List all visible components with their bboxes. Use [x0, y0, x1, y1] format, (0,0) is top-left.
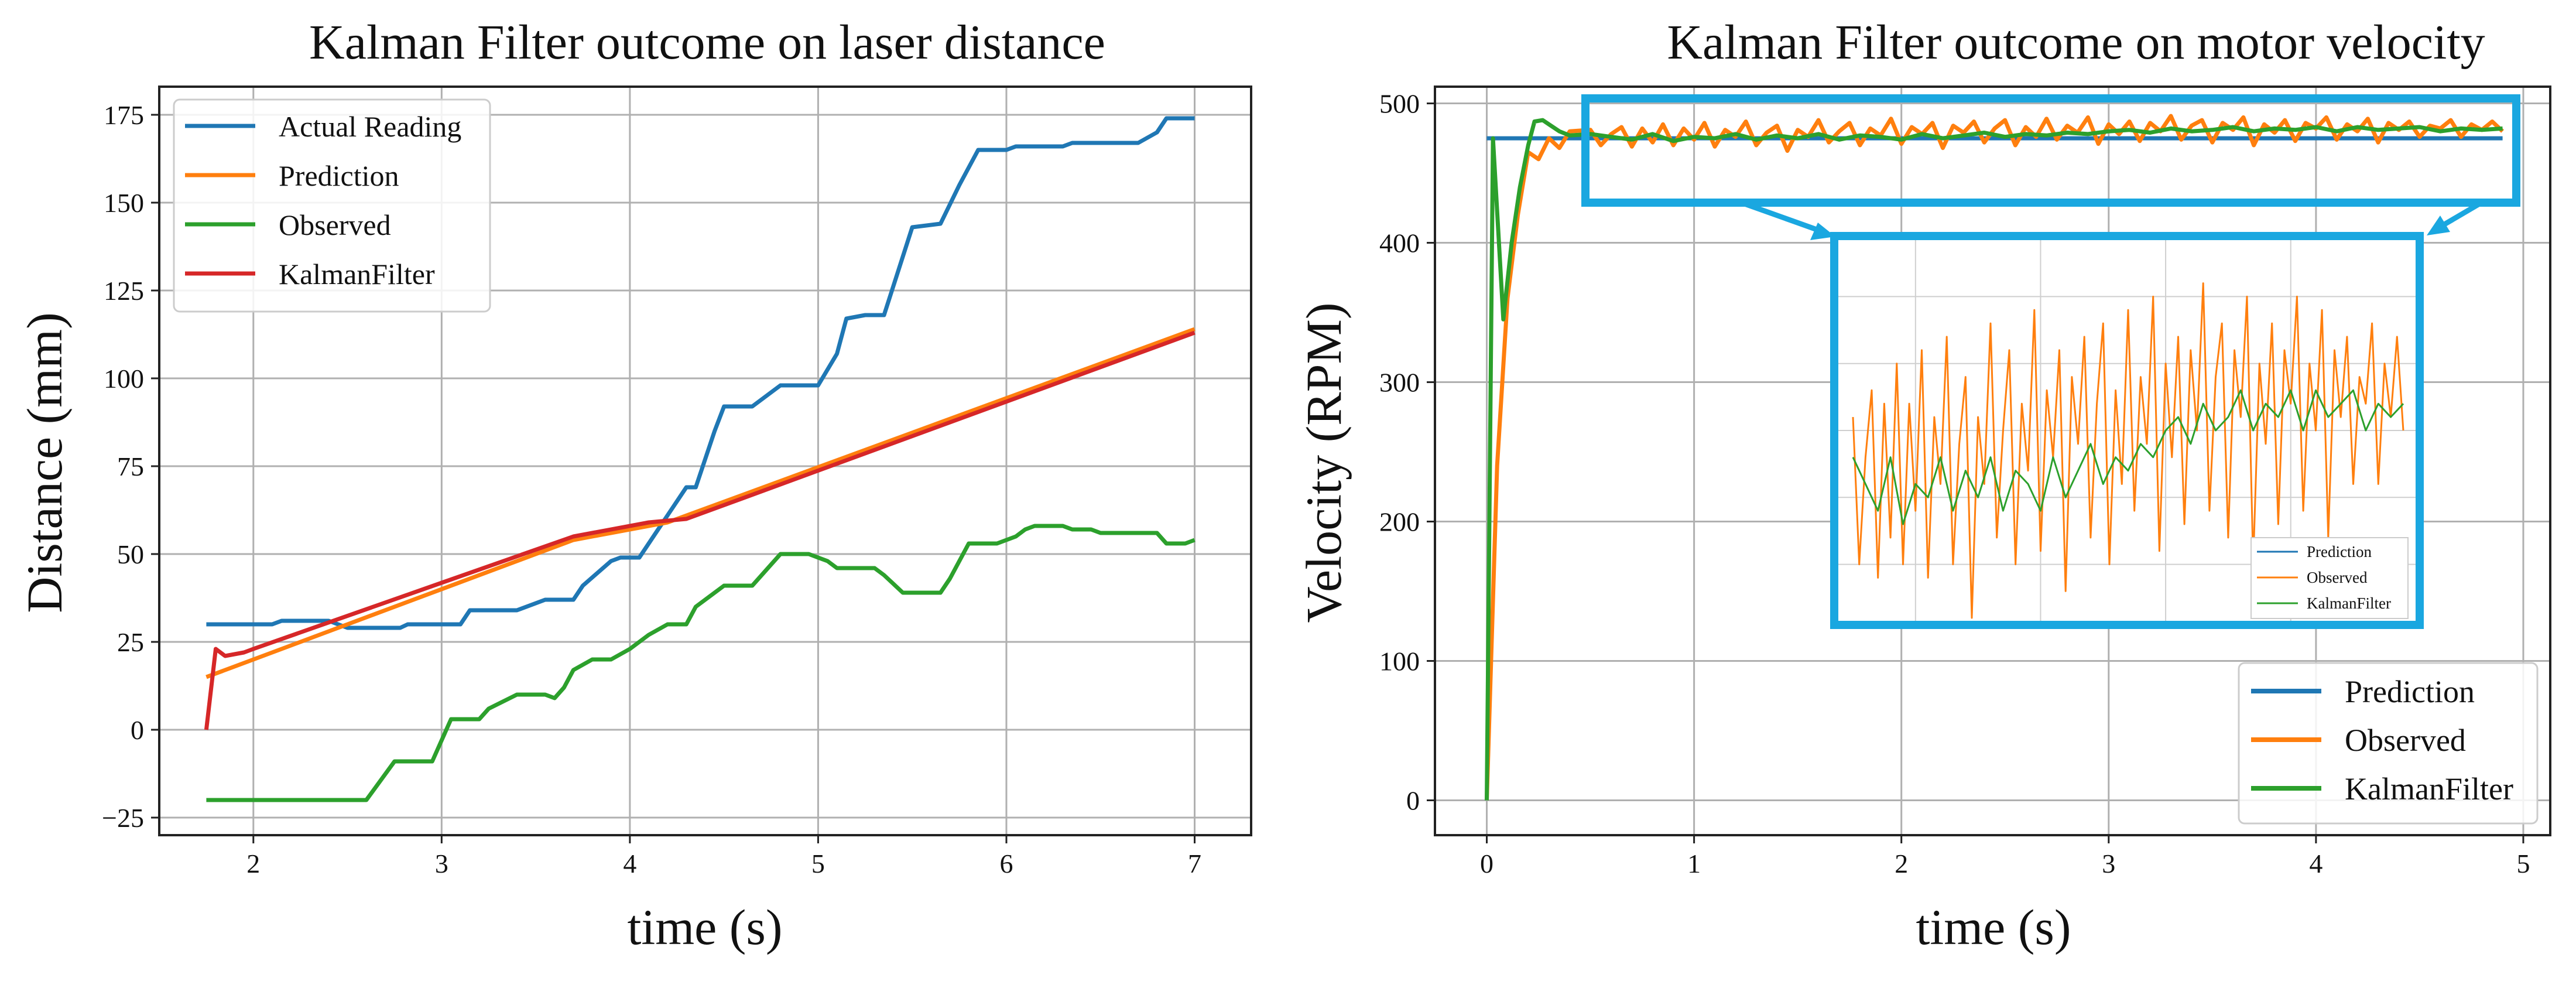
y-tick-label: 175 [104, 100, 144, 130]
inset-legend-label-prediction: Prediction [2307, 543, 2372, 560]
inset-frame [1830, 232, 2424, 629]
laser-distance-chart: Kalman Filter outcome on laser distance … [16, 15, 1252, 955]
legend-box [2238, 662, 2539, 825]
legend-label-prediction: Prediction [279, 159, 399, 192]
legend-label-kalman: KalmanFilter [279, 258, 435, 290]
x-tick-label: 7 [1188, 849, 1201, 879]
inset-series-line-kalmanfilter [1852, 389, 2404, 525]
y-tick-label: 0 [131, 715, 144, 745]
series-line-prediction [205, 327, 1195, 679]
y-tick-label: 150 [104, 188, 144, 218]
y-tick-label: 50 [117, 539, 144, 569]
chart-title: Kalman Filter outcome on laser distance [309, 15, 1105, 70]
x-tick-label: 6 [999, 849, 1013, 879]
inset-legend: Prediction Observed KalmanFilter [2250, 537, 2409, 619]
plot-frame [158, 86, 1252, 836]
series-line-kalmanfilter [1485, 118, 2503, 801]
x-tick-label: 5 [811, 849, 825, 879]
zoom-arrowhead-left [1810, 223, 1835, 240]
y-tick-label: −25 [102, 803, 144, 833]
y-tick-label: 100 [1379, 647, 1420, 676]
y-tick-label: 200 [1379, 507, 1420, 537]
x-tick-label: 2 [1895, 849, 1908, 879]
inset-legend-label-kalman: KalmanFilter [2307, 594, 2391, 612]
x-tick-label: 4 [2309, 849, 2322, 879]
x-axis-label: time (s) [627, 899, 782, 955]
y-tick-label: 400 [1379, 228, 1420, 258]
legend-label-observed: Observed [279, 208, 391, 241]
series-line-kalmanfilter [204, 330, 1195, 730]
legend-label-actual: Actual Reading [279, 110, 461, 143]
y-tick-label: 100 [104, 364, 144, 394]
motor-velocity-chart: Kalman Filter outcome on motor velocity … [1296, 15, 2551, 955]
series-line-observed [1485, 114, 2505, 801]
series-lines [1485, 114, 2505, 801]
zoom-arrow-left [1743, 201, 1828, 236]
legend-box [173, 98, 491, 313]
legend-label-observed: Observed [2345, 723, 2466, 758]
y-axis-label: Distance (mm) [16, 312, 73, 613]
y-tick-label: 300 [1379, 368, 1420, 398]
inset-plot: Prediction Observed KalmanFilter [1830, 232, 2424, 629]
zoom-arrowhead-right [2427, 216, 2450, 235]
inset-legend-label-observed: Observed [2307, 569, 2368, 586]
inset-series-lines [1852, 282, 2404, 619]
x-tick-label: 0 [1480, 849, 1493, 879]
zoom-region [1581, 94, 2520, 240]
legend-label-kalman: KalmanFilter [2345, 771, 2513, 806]
y-tick-label: 75 [117, 452, 144, 481]
legend: Actual Reading Prediction Observed Kalma… [173, 98, 491, 313]
x-tick-label: 4 [623, 849, 636, 879]
plot-frame [1434, 86, 2551, 836]
inset-series-line-observed [1852, 282, 2404, 619]
y-axis-label: Velocity (RPM) [1296, 302, 1352, 623]
legend-label-prediction: Prediction [2345, 674, 2475, 709]
y-tick-label: 25 [117, 627, 144, 657]
grid [159, 87, 1251, 835]
x-axis-label: time (s) [1916, 899, 2071, 955]
x-tick-label: 2 [246, 849, 260, 879]
y-tick-label: 0 [1406, 786, 1420, 816]
series-lines [204, 116, 1195, 802]
y-tick-label: 125 [104, 276, 144, 306]
y-tick-label: 500 [1379, 89, 1420, 119]
x-tick-label: 3 [2102, 849, 2115, 879]
legend: Prediction Observed KalmanFilter [2238, 662, 2539, 825]
x-tick-label: 1 [1687, 849, 1701, 879]
zoom-box [1581, 94, 2520, 207]
chart-title: Kalman Filter outcome on motor velocity [1667, 15, 2485, 70]
series-line-observed [206, 524, 1195, 802]
x-tick-label: 3 [435, 849, 448, 879]
series-line-actual-reading [206, 116, 1195, 630]
tick-labels: 2 3 4 5 6 7 −25 0 25 50 75 100 125 150 175 [102, 100, 1201, 879]
tick-labels: 0 1 2 3 4 5 0 100 200 300 400 500 [1379, 89, 2530, 879]
x-tick-label: 5 [2516, 849, 2530, 879]
